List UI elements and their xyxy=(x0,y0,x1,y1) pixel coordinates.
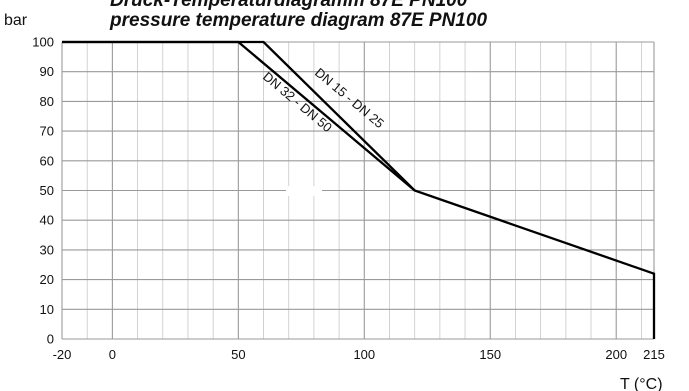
y-tick-label: 80 xyxy=(40,94,54,109)
chart-title: Druck-Temperaturdiagramm 87E PN100 xyxy=(110,0,468,11)
grid xyxy=(61,41,655,340)
x-tick-label: 0 xyxy=(109,347,116,362)
y-tick-label: 70 xyxy=(40,124,54,139)
x-tick-label: 200 xyxy=(605,347,627,362)
y-tick-label: 30 xyxy=(40,242,54,257)
y-tick-label: 40 xyxy=(40,213,54,228)
series-line-2 xyxy=(62,40,416,192)
x-tick-label: 215 xyxy=(643,347,665,362)
y-tick-labels: 0 10 20 30 40 50 60 70 80 90 100 xyxy=(32,35,54,347)
y-tick-label: 0 xyxy=(47,332,54,347)
x-tick-label: 50 xyxy=(231,347,245,362)
label-backdrop-1 xyxy=(286,186,322,196)
y-axis-label: bar xyxy=(4,12,28,29)
y-tick-label: 50 xyxy=(40,183,54,198)
y-tick-label: 10 xyxy=(40,302,54,317)
chart-subtitle: pressure temperature diagram 87E PN100 xyxy=(109,10,487,31)
x-tick-label: 150 xyxy=(479,347,501,362)
y-tick-label: 100 xyxy=(32,35,54,50)
y-tick-label: 60 xyxy=(40,153,54,168)
y-tick-label: 90 xyxy=(40,64,54,79)
x-tick-label: -20 xyxy=(53,347,72,362)
y-tick-label: 20 xyxy=(40,272,54,287)
x-axis-label: T (°C) xyxy=(620,376,663,391)
x-tick-labels: -20 0 50 100 150 200 215 xyxy=(53,347,665,362)
series-lines xyxy=(62,40,656,339)
x-tick-label: 100 xyxy=(353,347,375,362)
